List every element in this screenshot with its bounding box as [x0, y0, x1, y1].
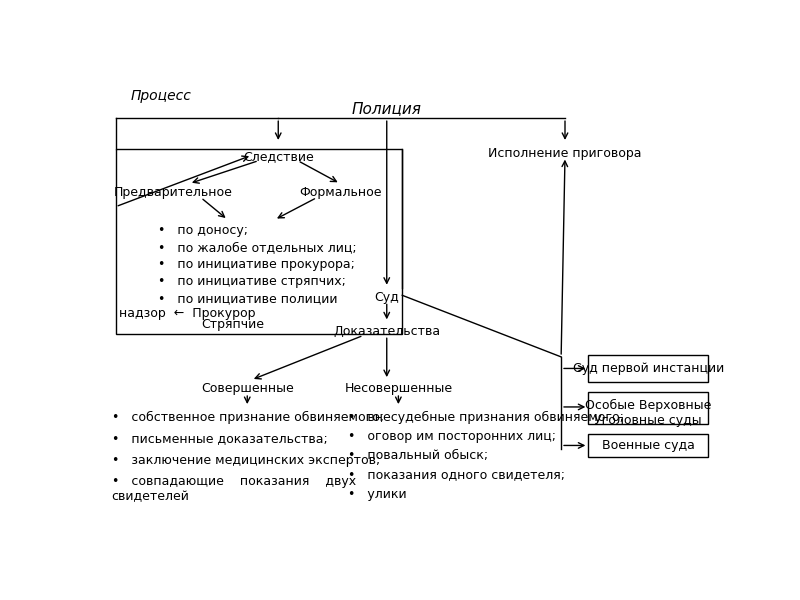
Text: Формальное: Формальное: [299, 186, 382, 199]
Text: •   внесудебные признания обвиняемого;: • внесудебные признания обвиняемого;: [348, 411, 624, 424]
Bar: [588, 434, 708, 457]
Text: Следствие: Следствие: [243, 151, 314, 164]
Text: •   по доносу;: • по доносу;: [158, 224, 248, 238]
Text: •   заключение медицинских экспертов;: • заключение медицинских экспертов;: [112, 454, 380, 467]
Bar: [115, 149, 402, 334]
Text: •   повальный обыск;: • повальный обыск;: [348, 449, 488, 462]
Text: Военные суда: Военные суда: [602, 439, 694, 452]
Text: •   улики: • улики: [348, 488, 406, 501]
Text: •   показания одного свидетеля;: • показания одного свидетеля;: [348, 469, 565, 482]
Text: •   по инициативе полиции: • по инициативе полиции: [158, 292, 338, 305]
Text: Полиция: Полиция: [352, 101, 422, 116]
Bar: [588, 355, 708, 382]
Text: •   по инициативе стряпчих;: • по инициативе стряпчих;: [158, 275, 346, 288]
Text: •   собственное признание обвиняемого;: • собственное признание обвиняемого;: [112, 411, 384, 424]
Text: •   по инициативе прокурора;: • по инициативе прокурора;: [158, 259, 355, 271]
Text: •   письменные доказательства;: • письменные доказательства;: [112, 433, 327, 445]
Text: надзор  ←  Прокурор: надзор ← Прокурор: [119, 307, 256, 320]
Bar: [588, 392, 708, 424]
Text: Предварительное: Предварительное: [114, 186, 233, 199]
Text: Доказательства: Доказательства: [333, 325, 440, 338]
Text: Стряпчие: Стряпчие: [201, 319, 264, 331]
Text: •   оговор им посторонних лиц;: • оговор им посторонних лиц;: [348, 430, 556, 443]
Text: •   по жалобе отдельных лиц;: • по жалобе отдельных лиц;: [158, 241, 357, 254]
Text: Процесс: Процесс: [131, 89, 192, 103]
Text: Несовершенные: Несовершенные: [344, 382, 453, 395]
Text: Совершенные: Совершенные: [201, 382, 294, 395]
Text: •   совпадающие    показания    двух
свидетелей: • совпадающие показания двух свидетелей: [112, 475, 356, 503]
Text: Особые Верховные
Уголовные суды: Особые Верховные Уголовные суды: [585, 399, 711, 427]
Text: Суд: Суд: [374, 290, 399, 304]
Text: Исполнение приговора: Исполнение приговора: [488, 146, 642, 160]
Text: Суд первой инстанции: Суд первой инстанции: [573, 362, 724, 375]
